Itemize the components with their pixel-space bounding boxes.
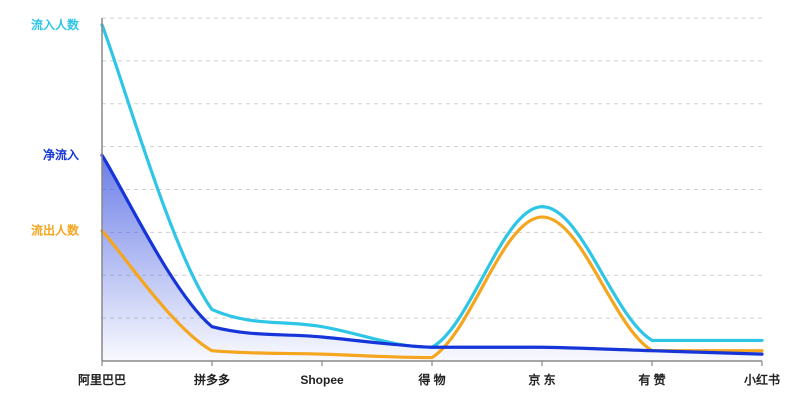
x-tick-label: Shopee: [300, 373, 344, 387]
x-axis-tick-labels: 阿里巴巴 拼多多 Shopee 得 物 京 东 有 赞 小红书: [78, 372, 780, 387]
x-tick-label: 京 东: [528, 372, 555, 387]
series-line-流入人数: [100, 23, 764, 349]
grid-lines: [102, 17, 762, 362]
series-line-净流入: [100, 153, 764, 356]
series-line-流出人数: [100, 215, 764, 360]
x-tick-label: 有 赞: [638, 372, 665, 387]
axes: [101, 18, 763, 366]
x-tick-label: 拼多多: [194, 372, 230, 387]
area-fill: [102, 155, 762, 361]
x-tick-label: 阿里巴巴: [78, 372, 126, 387]
series-label-流入人数: 流入人数: [31, 17, 80, 32]
x-tick-label: 小红书: [744, 372, 780, 387]
x-tick-label: 得 物: [417, 372, 445, 387]
series-label-净流入: 净流入: [43, 147, 79, 162]
area-fill-净流入: [102, 155, 762, 361]
series-label-流出人数: 流出人数: [31, 223, 80, 238]
series-lines: [100, 23, 764, 360]
